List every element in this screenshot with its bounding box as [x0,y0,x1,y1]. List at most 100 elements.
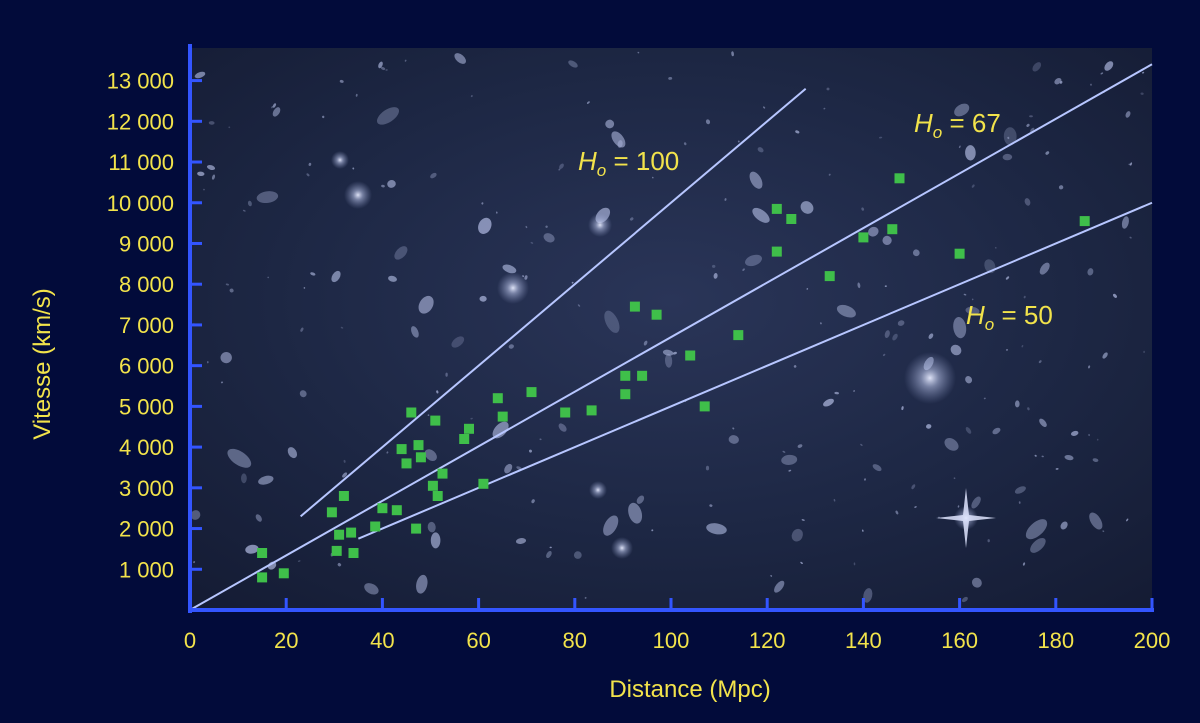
galaxy [1054,77,1062,85]
galaxy [352,167,355,170]
galaxy [300,327,304,332]
y-tick-label: 6 000 [119,354,174,379]
galaxy [1021,344,1024,348]
galaxy [229,288,234,293]
galaxy [342,472,348,478]
galaxy [247,200,252,207]
data-point [430,415,441,426]
galaxy [819,322,822,325]
galaxy [573,551,582,559]
galaxy [953,316,967,339]
galaxy [709,504,713,507]
galaxy [782,450,786,453]
galaxy [652,176,654,179]
galaxy [901,406,904,411]
galaxy [197,171,205,177]
galaxy [1038,360,1042,364]
y-tick-label: 10 000 [107,191,174,216]
galaxy [884,330,890,339]
galaxy [926,424,932,429]
galaxy [863,588,873,603]
data-point [699,401,710,412]
galaxy [299,390,307,398]
galaxy [571,281,574,284]
galaxy [381,66,386,71]
galaxy [971,184,975,188]
galaxy [451,336,465,348]
galaxy [343,459,346,463]
fit-lines: Ho = 100 Ho = 67 Ho = 50 [189,63,1153,611]
galaxy [1022,562,1026,566]
galaxy [454,53,466,64]
galaxy [470,417,473,420]
galaxy [793,365,797,368]
galaxy [355,93,358,97]
galaxy [928,333,934,340]
galaxy [1005,276,1010,280]
galaxy [912,249,920,257]
data-point [278,568,289,579]
data-point [629,301,640,312]
galaxy [672,351,677,355]
fit-line-label-h67: Ho = 67 [914,108,1001,142]
galaxy [944,438,959,451]
galaxy [381,184,385,188]
galaxy [895,510,899,515]
data-point [396,444,407,455]
axes: 0 20 40 60 80 100 120 140 160 180 200 1 000 2 000 3 0… [107,44,1170,653]
galaxy [411,326,419,338]
galaxy [427,521,436,533]
data-point [257,548,268,558]
galaxy [1070,430,1079,436]
galaxy [728,435,739,444]
galaxy [530,241,534,244]
data-point [413,440,424,451]
x-tick-label: 40 [370,628,394,653]
data-point [733,330,744,341]
galaxy [668,76,673,80]
galaxy [636,495,645,504]
galaxy [757,147,764,153]
galaxy [515,538,527,544]
galaxy [662,349,674,356]
galaxy [502,264,517,274]
galaxy [860,443,863,446]
galaxy [385,69,388,71]
data-point [894,173,905,184]
galaxy [954,103,970,117]
data-point [1079,216,1090,227]
data-point [586,405,597,416]
bright-galaxy [904,352,956,404]
galaxy [1058,185,1064,190]
galaxy [1140,92,1144,95]
galaxy [568,60,578,68]
data-point [954,248,965,259]
galaxy [1039,262,1050,275]
galaxy [525,225,528,229]
galaxy [1129,162,1133,166]
galaxy [724,198,727,201]
galaxy [1025,519,1048,540]
x-tick-label: 20 [274,628,298,653]
data-point [338,491,349,501]
galaxy [577,304,581,307]
galaxy [310,272,316,276]
y-tick-label: 11 000 [108,150,174,175]
galaxy [308,162,312,166]
data-point [334,529,345,540]
galaxy [1126,518,1129,522]
galaxy [339,79,344,83]
galaxy [1030,127,1035,133]
galaxy [386,451,389,454]
galaxy [1003,127,1017,146]
galaxy [857,282,861,289]
galaxy [267,276,270,279]
galaxy [683,142,687,146]
galaxy [823,107,826,110]
galaxy [376,107,400,125]
galaxy [992,427,1001,435]
galaxy [706,523,727,535]
galaxy [1125,111,1131,118]
galaxy [558,168,561,171]
